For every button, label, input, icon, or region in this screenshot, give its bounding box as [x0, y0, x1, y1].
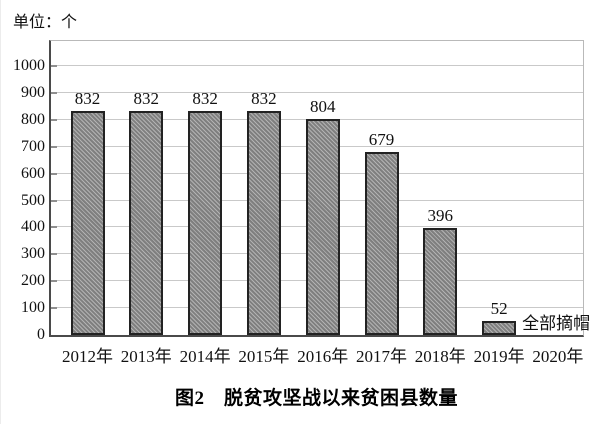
bar-value-label-2016年: 804 [309, 96, 336, 116]
y-axis-tick-300 [51, 253, 57, 256]
y-axis-tick-600 [51, 172, 57, 175]
bar-value-label-2012年: 832 [74, 89, 101, 109]
bar-value-label-2019年: 52 [490, 299, 508, 319]
gridline-y-900 [51, 91, 583, 93]
bar-value-label-2018年: 396 [427, 206, 454, 226]
bar-2012年 [70, 111, 105, 335]
figure-caption: 图2 脱贫攻坚战以来贫困县数量 [174, 388, 458, 409]
y-axis-label-700: 700 [21, 137, 45, 155]
y-axis-tick-100 [51, 307, 57, 310]
y-axis-tick-1000 [51, 65, 57, 67]
bar-2014年 [188, 111, 223, 335]
x-axis-label-2019年: 2019年 [473, 347, 525, 366]
x-axis-label-2015年: 2015年 [238, 347, 290, 366]
x-axis-label-2013年: 2013年 [120, 347, 172, 366]
x-axis-label-2012年: 2012年 [62, 347, 113, 366]
y-axis-label-800: 800 [21, 110, 45, 128]
bar-value-label-2014年: 832 [192, 89, 218, 109]
bar-2016年 [305, 118, 340, 335]
y-axis-tick-200 [51, 280, 57, 283]
bar-value-label-2017年: 679 [368, 130, 395, 150]
y-axis-label-900: 900 [21, 83, 45, 101]
x-axis-label-2018年: 2018年 [414, 347, 466, 366]
y-axis-tick-400 [51, 226, 57, 229]
bar-2015年 [246, 111, 281, 335]
bar-2017年 [364, 152, 399, 335]
annotation-quanbu-zhaimao: 全部摘帽 [522, 314, 591, 333]
y-axis-label-400: 400 [21, 218, 45, 236]
bar-2013年 [129, 111, 164, 335]
y-axis-label-100: 100 [21, 299, 45, 317]
y-axis-tick-900 [51, 91, 57, 94]
x-axis-label-2014年: 2014年 [179, 347, 231, 366]
y-axis-tick-700 [51, 145, 57, 148]
y-axis-label-500: 500 [21, 191, 45, 209]
x-axis-label-2020年: 2020年 [532, 347, 584, 366]
bar-value-label-2015年: 832 [251, 89, 277, 109]
y-axis-label-300: 300 [21, 245, 45, 263]
x-axis-label-2016年: 2016年 [297, 347, 349, 366]
bar-2019年 [482, 321, 517, 335]
bar-value-label-2013年: 832 [133, 89, 160, 109]
y-axis-tick-500 [51, 199, 57, 202]
bar-2018年 [423, 228, 458, 335]
unit-label: 单位：个 [13, 14, 78, 31]
y-axis-label-200: 200 [21, 272, 45, 290]
y-axis-tick-800 [51, 118, 57, 121]
y-axis-label-1000: 1000 [13, 57, 45, 74]
bar-chart-plot-area: 0 100 200 300 400 500 600 700 800 900 1000 832 2012年… [13, 40, 590, 366]
y-axis-label-0: 0 [37, 326, 45, 343]
y-axis-label-600: 600 [21, 164, 45, 182]
x-axis-label-2017年: 2017年 [356, 347, 407, 366]
gridline-y-1000 [51, 65, 583, 66]
